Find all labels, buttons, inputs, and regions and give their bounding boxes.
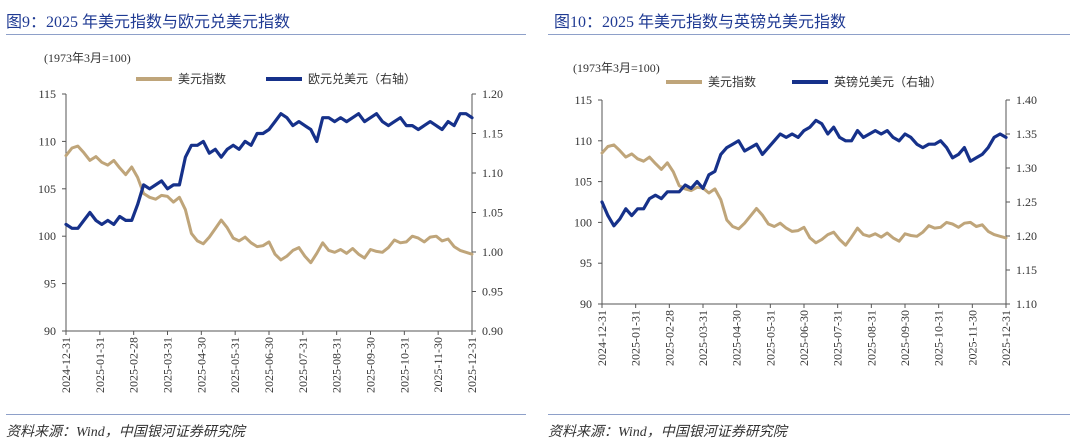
source-divider [548,414,1070,415]
x-tick-label: 2025-07-31 [296,337,310,393]
x-tick-label: 2025-10-31 [932,310,946,366]
left-tick-label: 115 [574,93,592,107]
right-tick-label: 1.10 [1016,297,1037,311]
right-tick-label: 1.15 [1016,263,1037,277]
title-divider [548,34,1070,35]
x-tick-label: 2025-08-31 [330,337,344,393]
right-tick-label: 1.40 [1016,93,1037,107]
left-tick-label: 100 [574,215,592,229]
x-tick-label: 2025-01-31 [629,310,643,366]
right-tick-label: 0.90 [482,324,503,338]
x-tick-label: 2024-12-31 [595,310,609,366]
right-tick-label: 1.05 [482,206,503,220]
right-tick-label: 0.95 [482,285,503,299]
left-tick-label: 95 [580,256,592,270]
source-note: 资料来源：Wind，中国银河证券研究院 [548,425,787,440]
x-tick-label: 2025-07-31 [831,310,845,366]
left-tick-label: 90 [44,324,56,338]
x-tick-label: 2024-12-31 [59,337,73,393]
left-tick-label: 110 [574,134,592,148]
source-divider [6,414,526,415]
right-tick-label: 1.10 [482,166,503,180]
right-tick-label: 1.35 [1016,127,1037,141]
x-tick-label: 2025-04-30 [730,310,744,366]
series-line-usd-index [600,143,1008,247]
legend-label: 欧元兑美元（右轴） [308,71,416,86]
x-tick-label: 2025-02-28 [127,337,141,393]
left-tick-label: 105 [38,182,56,196]
x-tick-label: 2025-12-31 [465,337,479,393]
x-tick-label: 2025-10-31 [397,337,411,393]
x-tick-label: 2025-09-30 [364,337,378,393]
title-divider [6,34,526,35]
series-line-fx-rate [64,112,474,230]
x-tick-label: 2025-11-30 [431,337,445,393]
left-tick-label: 90 [580,297,592,311]
legend-label: 英镑兑美元（右轴） [834,74,942,89]
x-tick-label: 2025-03-31 [161,337,175,393]
left-tick-label: 105 [574,175,592,189]
x-tick-label: 2025-06-30 [262,337,276,393]
legend-label: 美元指数 [708,74,756,89]
x-tick-label: 2025-04-30 [194,337,208,393]
x-tick-label: 2025-01-31 [93,337,107,393]
x-tick-label: 2025-09-30 [898,310,912,366]
right-tick-label: 1.00 [482,245,503,259]
x-tick-label: 2025-03-31 [696,310,710,366]
right-tick-label: 1.30 [1016,161,1037,175]
left-tick-label: 110 [38,134,56,148]
x-tick-label: 2025-11-30 [965,310,979,366]
right-tick-label: 1.20 [1016,229,1037,243]
x-tick-label: 2025-08-31 [864,310,878,366]
chart-panel-1: 图9：2025 年美元指数与欧元兑美元指数 (1973年3月=100) 90 95 1… [6,14,526,440]
series-line-fx-rate [600,118,1008,228]
chart-title: 图9：2025 年美元指数与欧元兑美元指数 [6,14,291,31]
legend-label: 美元指数 [178,71,226,86]
left-tick-label: 100 [38,229,56,243]
right-tick-label: 1.25 [1016,195,1037,209]
line-chart-gbp-usd: (1973年3月=100) 90 95 100 105 110 115 1.10 1.15 1.2… [573,61,1037,366]
chart-panel-2: 图10：2025 年美元指数与英镑兑美元指数 (1973年3月=100) 90 95… [540,0,1080,448]
unit-note: (1973年3月=100) [573,61,660,75]
right-tick-label: 1.15 [482,127,503,141]
x-tick-label: 2025-05-31 [763,310,777,366]
x-tick-label: 2025-06-30 [797,310,811,366]
series-line-usd-index [64,144,474,265]
line-chart-eur-usd: (1973年3月=100) 90 95 100 105 110 115 0.90 0.95 1.0… [38,51,503,393]
x-tick-label: 2025-05-31 [228,337,242,393]
source-note: 资料来源：Wind，中国银河证券研究院 [6,425,245,440]
x-tick-label: 2025-02-28 [662,310,676,366]
chart-title: 图10：2025 年美元指数与英镑兑美元指数 [554,14,847,31]
unit-note: (1973年3月=100) [44,51,131,65]
right-tick-label: 1.20 [482,87,503,101]
x-tick-label: 2025-12-31 [999,310,1013,366]
left-tick-label: 95 [44,277,56,291]
left-tick-label: 115 [38,87,56,101]
